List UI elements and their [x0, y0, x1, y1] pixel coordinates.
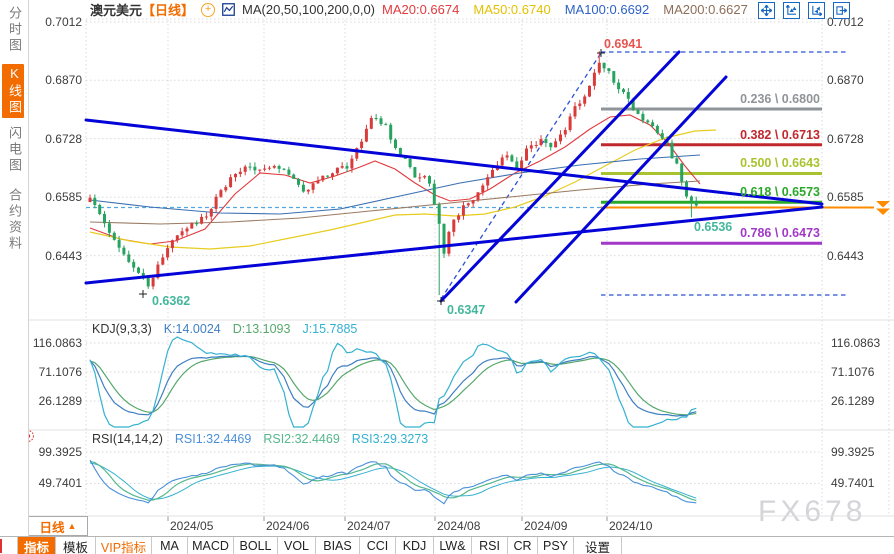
fib-label-0: 0.236 \ 0.6800: [740, 92, 820, 107]
kdj-y-tick-left-2: 26.1289: [38, 394, 82, 408]
kdj-title: KDJ(9,3,3): [92, 322, 152, 336]
rsi-y-tick-left-0: 99.3925: [38, 445, 82, 459]
x-axis-scale-icon[interactable]: [808, 2, 825, 19]
pop-out-icon[interactable]: [833, 2, 850, 19]
period-selector[interactable]: 日线 ▲: [28, 516, 88, 536]
tab-cn14[interactable]: 设置: [574, 537, 622, 554]
period-tag: 【日线】: [142, 3, 195, 18]
fx678-watermark: FX678: [758, 495, 867, 528]
x-tick-2024-05: 2024/05: [170, 519, 214, 533]
tab-kdj[interactable]: KDJ: [396, 537, 434, 554]
rsi3-value: RSI3:29.3273: [351, 432, 429, 446]
sidebar-item-timeline[interactable]: 分时图: [7, 6, 22, 54]
main-y-tick-right-2: 0.6728: [827, 131, 864, 146]
rsi1-value: RSI1:32.4469: [174, 432, 252, 446]
sidebar-item-contract-info[interactable]: 合约资料: [7, 188, 22, 252]
main-y-tick-left-4: 0.6443: [45, 248, 82, 263]
tab-cci[interactable]: CCI: [360, 537, 396, 554]
sidebar-item-kline[interactable]: K线图: [2, 64, 24, 118]
annotation-oct-low: 0.6536: [694, 220, 733, 234]
tab-macd[interactable]: MACD: [188, 537, 234, 554]
tab-cn1[interactable]: 模板: [56, 537, 96, 554]
x-axis-row: 日线 ▲: [0, 516, 894, 536]
rsi2-value: RSI2:32.4469: [263, 432, 340, 446]
chart-toolbar: [758, 2, 850, 19]
rsi-y-tick-right-1: 49.7401: [831, 476, 875, 491]
kdj-y-tick-left-1: 71.1076: [38, 365, 82, 379]
x-tick-2024-06: 2024/06: [266, 519, 310, 533]
main-y-tick-right-3: 0.6585: [827, 190, 864, 205]
main-y-tick-left-0: 0.7012: [45, 15, 82, 29]
fib-label-2: 0.500 \ 0.6643: [740, 156, 820, 171]
kdj-k-value: K:14.0024: [163, 322, 221, 336]
kdj-y-tick-right-0: 116.0863: [831, 336, 881, 350]
ma20-value: MA20:0.6674: [382, 2, 460, 17]
annotation-aug-low: 0.6347: [447, 303, 486, 317]
tab-cr[interactable]: CR: [508, 537, 538, 554]
circle-plus-icon[interactable]: +: [201, 2, 216, 17]
symbol-title: 澳元美元【日线】: [90, 0, 194, 19]
chart-type-sidebar: 分时图 K线图 闪电图 合约资料: [0, 0, 29, 554]
fib-label-1: 0.382 \ 0.6713: [740, 127, 820, 142]
period-selector-label: 日线: [39, 520, 65, 535]
ma-chart-icon[interactable]: [222, 3, 235, 16]
kdj-y-tick-left-0: 116.0863: [32, 336, 82, 350]
triangle-up-icon: ▲: [67, 521, 77, 531]
ma-settings-label: MA(20,50,100,200,0,0): [242, 2, 376, 17]
main-y-tick-right-1: 0.6870: [827, 73, 864, 88]
kdj-panel-header: KDJ(9,3,3) K:14.0024 D:13.1093 J:15.7885: [92, 322, 357, 336]
rsi-y-tick-right-0: 99.3925: [831, 445, 875, 459]
annotation-sep-high: 0.6941: [604, 37, 643, 51]
kdj-y-tick-right-2: 26.1289: [831, 394, 875, 408]
tab-vip[interactable]: VIP指标: [96, 537, 152, 554]
tab-psy[interactable]: PSY: [538, 537, 574, 554]
ma-values: MA20:0.6674 MA50:0.6740 MA100:0.6692 MA2…: [382, 2, 748, 17]
x-tick-2024-09: 2024/09: [524, 519, 568, 533]
fib-label-3: 0.618 \ 0.6573: [740, 185, 820, 200]
x-tick-2024-07: 2024/07: [347, 519, 391, 533]
crosshair-move-icon[interactable]: [758, 2, 775, 19]
tab-ma[interactable]: MA: [152, 537, 188, 554]
x-tick-2024-08: 2024/08: [437, 519, 481, 533]
sidebar-item-flash[interactable]: 闪电图: [7, 126, 22, 174]
ma100-value: MA100:0.6692: [564, 2, 650, 17]
kdj-j-value: J:15.7885: [302, 322, 358, 336]
main-y-tick-left-2: 0.6728: [45, 131, 82, 146]
tab-bias[interactable]: BIAS: [316, 537, 360, 554]
red-edge-marker: [0, 539, 2, 553]
tabbar-left-edge: [0, 537, 18, 554]
ma50-value: MA50:0.6740: [473, 2, 551, 17]
rsi-y-tick-left-1: 49.7401: [38, 476, 82, 491]
tab-vol[interactable]: VOL: [278, 537, 316, 554]
main-y-tick-right-4: 0.6443: [827, 248, 864, 263]
y-axis-scale-icon[interactable]: [783, 2, 800, 19]
symbol-name: 澳元美元: [90, 3, 143, 18]
tab-boll[interactable]: BOLL: [234, 537, 278, 554]
annotation-apr-low: 0.6362: [152, 294, 191, 308]
main-y-tick-left-1: 0.6870: [45, 73, 82, 88]
tab-rsi[interactable]: RSI: [472, 537, 508, 554]
x-tick-2024-10: 2024/10: [609, 519, 653, 533]
tab-cn0[interactable]: 指标: [18, 537, 56, 554]
kdj-d-value: D:13.1093: [232, 322, 291, 336]
ma200-value: MA200:0.6627: [663, 2, 748, 17]
indicator-tab-bar: 指标 模板 VIP指标 MA MACD BOLL VOL BIAS CCI KDJ LW& RSI CR…: [0, 536, 894, 554]
fib-label-4: 0.786 \ 0.6473: [740, 226, 820, 241]
main-y-tick-left-3: 0.6585: [45, 190, 82, 205]
tab-lw[interactable]: LW&: [434, 537, 472, 554]
kdj-y-tick-right-1: 71.1076: [831, 365, 875, 379]
chart-header: 澳元美元【日线】 + MA(20,50,100,200,0,0) MA20:0.…: [90, 1, 748, 18]
rsi-panel-header: RSI(14,14,2) RSI1:32.4469 RSI2:32.4469 R…: [92, 432, 428, 446]
rsi-title: RSI(14,14,2): [92, 432, 163, 446]
